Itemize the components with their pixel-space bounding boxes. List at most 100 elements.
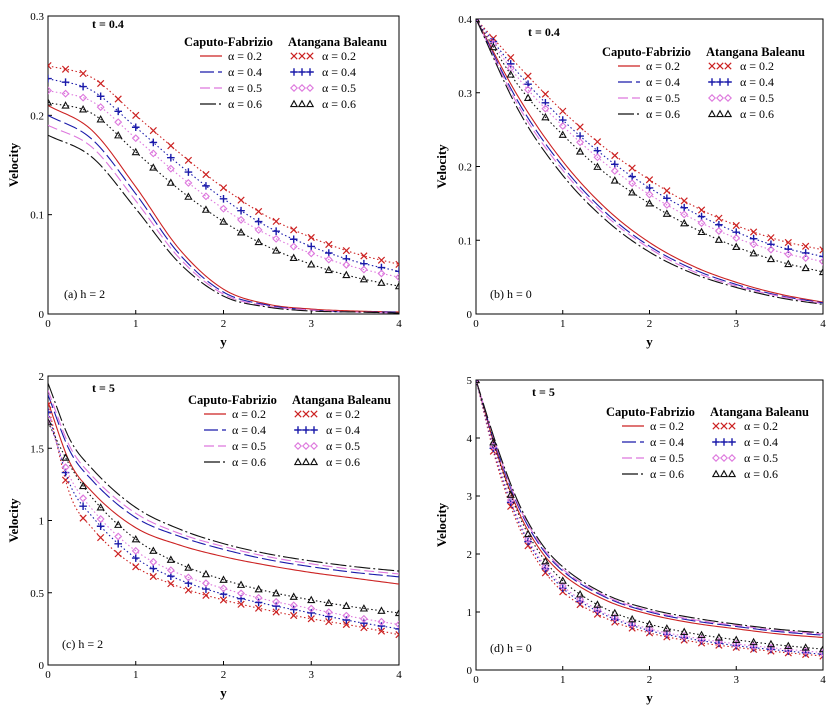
legend-ab-marker bbox=[309, 457, 319, 466]
data-marker bbox=[114, 118, 123, 127]
data-marker bbox=[131, 546, 140, 555]
data-marker bbox=[766, 254, 776, 263]
data-marker bbox=[818, 644, 823, 653]
legend-title-cf: Caputo-Fabrizio bbox=[184, 35, 273, 49]
data-marker bbox=[184, 178, 193, 187]
data-marker bbox=[377, 269, 386, 278]
x-tick-label: 0 bbox=[473, 674, 479, 686]
data-marker bbox=[48, 74, 52, 83]
data-marker bbox=[359, 274, 369, 283]
legend-ab-label: α = 0.5 bbox=[326, 439, 360, 453]
legend-ab-label: α = 0.5 bbox=[740, 91, 774, 105]
data-marker bbox=[114, 107, 122, 116]
data-marker bbox=[202, 591, 210, 599]
legend-ab-marker bbox=[305, 99, 315, 108]
data-marker bbox=[254, 225, 263, 234]
data-marker bbox=[610, 166, 619, 175]
x-axis-label: y bbox=[220, 685, 227, 700]
data-marker bbox=[307, 233, 315, 242]
data-marker bbox=[289, 592, 298, 600]
data-marker bbox=[48, 98, 53, 106]
legend-ab-marker bbox=[724, 94, 732, 102]
y-tick-label: 2 bbox=[467, 549, 473, 561]
data-marker bbox=[79, 502, 87, 510]
legend-cf-label: α = 0.2 bbox=[228, 49, 262, 63]
data-marker bbox=[167, 142, 175, 150]
x-tick-label: 1 bbox=[133, 318, 139, 330]
data-marker bbox=[749, 637, 758, 646]
x-tick-label: 4 bbox=[396, 318, 402, 330]
data-marker bbox=[360, 619, 368, 627]
y-tick-label: 0.1 bbox=[30, 210, 44, 222]
data-marker bbox=[697, 227, 706, 236]
time-label: t = 5 bbox=[92, 381, 115, 395]
legend-ab-marker bbox=[715, 109, 725, 118]
data-marker bbox=[680, 633, 688, 642]
legend-ab-marker bbox=[708, 62, 716, 70]
legend-ab-marker bbox=[293, 457, 303, 466]
data-marker bbox=[523, 93, 533, 101]
ab-curve-a06 bbox=[48, 421, 399, 614]
data-marker bbox=[715, 214, 723, 222]
panel-annotation: (c) h = 2 bbox=[62, 637, 103, 651]
legend-ab-marker bbox=[297, 99, 307, 108]
y-tick-label: 1 bbox=[39, 516, 45, 528]
legend-cf-label: α = 0.5 bbox=[650, 451, 684, 465]
data-marker bbox=[359, 614, 368, 623]
y-axis-label: Velocity bbox=[6, 498, 21, 543]
data-marker bbox=[78, 105, 88, 113]
data-marker bbox=[324, 608, 333, 617]
legend-ab-marker bbox=[708, 78, 716, 86]
x-tick-label: 2 bbox=[647, 674, 653, 686]
data-marker bbox=[395, 273, 399, 282]
data-marker bbox=[166, 555, 175, 563]
data-marker bbox=[272, 588, 281, 597]
legend-ab-marker bbox=[290, 68, 298, 76]
legend-ab-label: α = 0.4 bbox=[744, 435, 778, 449]
y-tick-label: 1.5 bbox=[30, 443, 44, 455]
data-marker bbox=[289, 235, 298, 244]
series-group bbox=[48, 62, 399, 314]
data-marker bbox=[801, 643, 810, 651]
cf-curve-a05 bbox=[476, 19, 823, 305]
data-marker bbox=[749, 248, 758, 257]
legend-ab-label: α = 0.4 bbox=[740, 75, 774, 89]
data-marker bbox=[732, 221, 740, 230]
data-marker bbox=[680, 627, 689, 635]
data-marker bbox=[697, 219, 706, 228]
data-marker bbox=[325, 618, 333, 626]
legend-ab-marker bbox=[294, 442, 302, 450]
data-marker bbox=[61, 453, 70, 461]
legend-cf-label: α = 0.5 bbox=[232, 439, 266, 453]
legend-cf-label: α = 0.5 bbox=[228, 81, 262, 95]
data-marker bbox=[593, 138, 602, 146]
cf-curve-a06 bbox=[48, 134, 399, 314]
x-tick-label: 3 bbox=[734, 318, 740, 330]
data-marker bbox=[801, 263, 810, 272]
data-marker bbox=[48, 86, 52, 95]
data-marker bbox=[749, 228, 758, 236]
legend-ab-marker bbox=[294, 426, 302, 434]
data-marker bbox=[149, 572, 157, 581]
data-marker bbox=[236, 228, 246, 236]
data-marker bbox=[131, 554, 140, 562]
data-marker bbox=[576, 138, 585, 147]
data-marker bbox=[342, 247, 350, 255]
data-marker bbox=[360, 252, 368, 260]
data-marker bbox=[506, 490, 515, 498]
data-marker bbox=[166, 178, 175, 186]
chart-panel-a: 0 1 2 3 4 0 0.1 0.2 0.3 y Velocity t = 0.4 (a) h = 2… bbox=[6, 11, 402, 349]
time-label: t = 5 bbox=[532, 385, 555, 399]
data-marker bbox=[611, 615, 619, 624]
data-marker bbox=[254, 237, 263, 246]
data-marker bbox=[611, 151, 619, 160]
data-marker bbox=[342, 620, 350, 629]
data-marker bbox=[272, 597, 281, 606]
legend-ab-marker bbox=[310, 442, 318, 450]
cf-curve-a04 bbox=[476, 19, 823, 304]
legend-cf-label: α = 0.2 bbox=[646, 59, 680, 73]
data-marker bbox=[61, 89, 70, 98]
